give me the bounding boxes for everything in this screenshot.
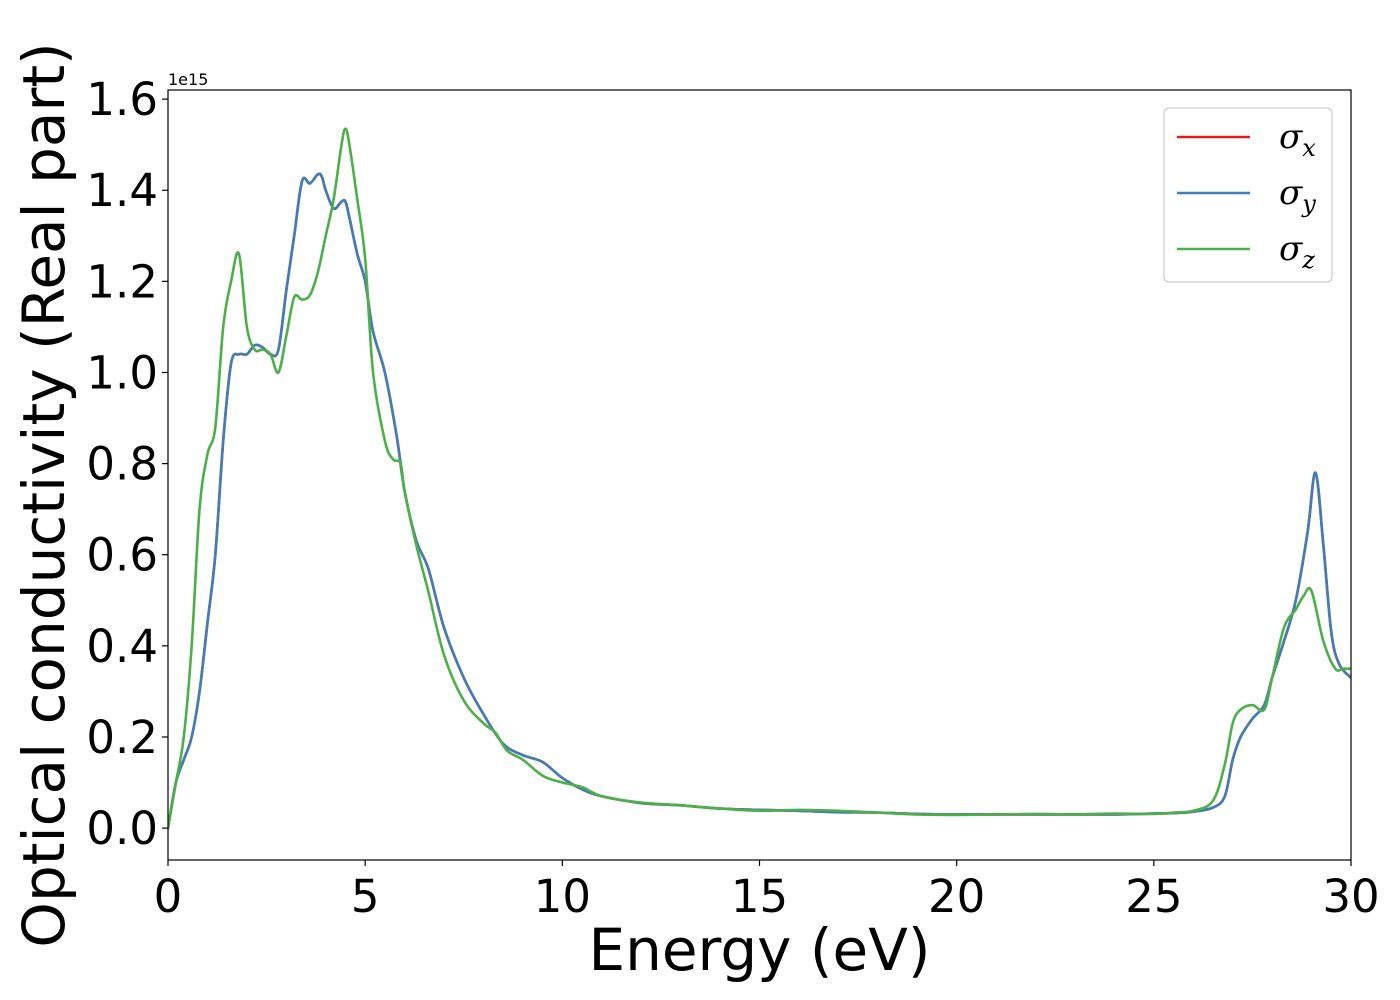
x-tick-label: 20 <box>928 870 985 923</box>
legend-box <box>1163 107 1333 283</box>
legend: σx σy σz <box>1163 107 1333 283</box>
series-line-y <box>168 172 1351 830</box>
legend-label: σz <box>1279 229 1315 274</box>
y-tick-label: 0.0 <box>86 802 158 855</box>
y-tick-label: 0.8 <box>86 438 158 491</box>
y-tick-label: 0.6 <box>86 529 158 582</box>
legend-label: σx <box>1279 117 1316 162</box>
y-axis-offset-label: 1e15 <box>168 70 208 89</box>
legend-item-z: σz <box>1177 229 1315 274</box>
legend-label: σy <box>1279 173 1316 218</box>
legend-items: σx σy σz <box>1177 117 1316 274</box>
series-line-z <box>168 127 1351 830</box>
legend-item-y: σy <box>1177 173 1316 218</box>
y-axis: 0.0 0.2 0.4 0.6 0.8 1.0 1.2 1.4 1.6 <box>86 73 168 855</box>
y-tick-label: 1.4 <box>86 164 158 217</box>
x-tick-label: 15 <box>731 870 788 923</box>
legend-item-x: σx <box>1177 117 1316 162</box>
x-axis: 0 5 10 15 20 25 30 <box>154 860 1380 923</box>
x-axis-title: Energy (eV) <box>588 916 930 984</box>
y-tick-label: 1.2 <box>86 255 158 308</box>
y-tick-label: 1.0 <box>86 346 158 399</box>
x-tick-label: 30 <box>1322 870 1379 923</box>
x-tick-label: 5 <box>351 870 380 923</box>
y-tick-label: 0.4 <box>86 620 158 673</box>
x-tick-label: 10 <box>534 870 591 923</box>
series-layer <box>168 127 1351 830</box>
y-tick-label: 0.2 <box>86 711 158 764</box>
y-axis-title: Optical conductivity (Real part) <box>10 42 78 947</box>
x-tick-label: 25 <box>1125 870 1182 923</box>
y-tick-label: 1.6 <box>86 73 158 126</box>
x-tick-label: 0 <box>154 870 183 923</box>
